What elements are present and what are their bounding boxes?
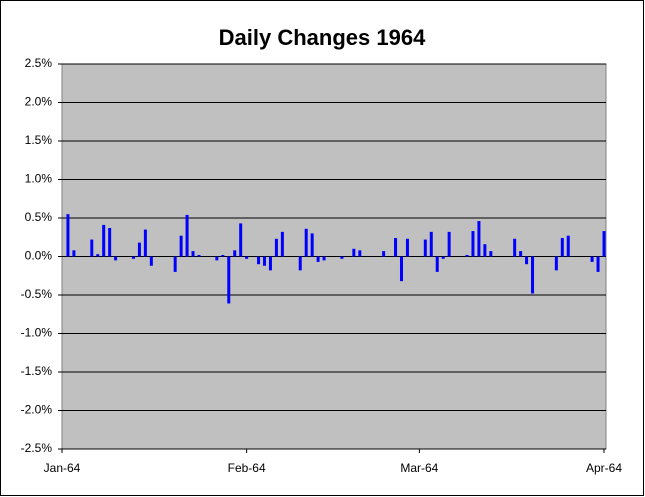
bar [108, 228, 112, 257]
y-tick-label: 1.5% [25, 133, 53, 147]
bar [316, 256, 320, 262]
bar [602, 231, 606, 257]
bar [90, 239, 94, 257]
bar [173, 256, 177, 272]
bar [435, 256, 439, 272]
bar [441, 256, 445, 259]
bar [72, 250, 76, 257]
bar [185, 214, 189, 257]
bar [179, 235, 183, 257]
bar [465, 254, 469, 257]
bar [239, 223, 243, 257]
bar [96, 254, 100, 257]
y-tick-label: -0.5% [21, 287, 53, 301]
bar [149, 256, 153, 266]
bar [137, 242, 141, 257]
y-tick-label: -2.0% [21, 403, 53, 417]
bar [513, 238, 517, 257]
bar [245, 256, 249, 259]
bar [429, 231, 433, 257]
bar [423, 239, 427, 257]
bar [519, 251, 523, 257]
bar [304, 228, 308, 257]
bar [489, 251, 493, 257]
chart-title: Daily Changes 1964 [219, 25, 426, 50]
bar [358, 250, 362, 257]
x-tick-label: Apr-64 [586, 461, 622, 475]
bar [131, 256, 135, 259]
bar [143, 229, 147, 257]
bar [483, 244, 487, 257]
bar [447, 231, 451, 257]
bar [298, 256, 302, 271]
bar [263, 256, 267, 266]
bar [310, 233, 314, 257]
bar [471, 231, 475, 257]
bar [382, 251, 386, 257]
y-tick-label: -1.5% [21, 364, 53, 378]
bar [221, 254, 225, 257]
bar [102, 224, 106, 257]
bar [233, 250, 237, 257]
bar [340, 256, 344, 259]
bar [215, 256, 219, 261]
bar [197, 254, 201, 257]
bar [477, 221, 481, 257]
x-tick-label: Feb-64 [228, 461, 266, 475]
bar [566, 235, 570, 257]
bar [268, 256, 272, 271]
bar [405, 238, 409, 257]
y-tick-label: 2.0% [25, 95, 53, 109]
y-tick-label: 1.0% [25, 172, 53, 186]
bar [531, 256, 535, 294]
y-tick-label: 0.0% [25, 249, 53, 263]
bar [191, 251, 195, 257]
y-tick-label: 0.5% [25, 210, 53, 224]
bar [274, 238, 278, 257]
bar [114, 256, 118, 261]
bar [394, 238, 398, 257]
bar [66, 214, 70, 257]
bar [322, 256, 326, 261]
bar [590, 256, 594, 262]
bar [399, 256, 403, 282]
bar [352, 248, 356, 257]
y-tick-label: 2.5% [25, 56, 53, 70]
bar [596, 256, 600, 272]
bar [560, 238, 564, 257]
bar [227, 256, 231, 304]
y-tick-label: -1.0% [21, 326, 53, 340]
bar [554, 256, 558, 271]
y-tick-label: -2.5% [21, 441, 53, 455]
bar [280, 231, 284, 257]
bar [257, 256, 261, 265]
x-tick-label: Mar-64 [400, 461, 438, 475]
bar [525, 256, 529, 265]
x-tick-label: Jan-64 [44, 461, 81, 475]
